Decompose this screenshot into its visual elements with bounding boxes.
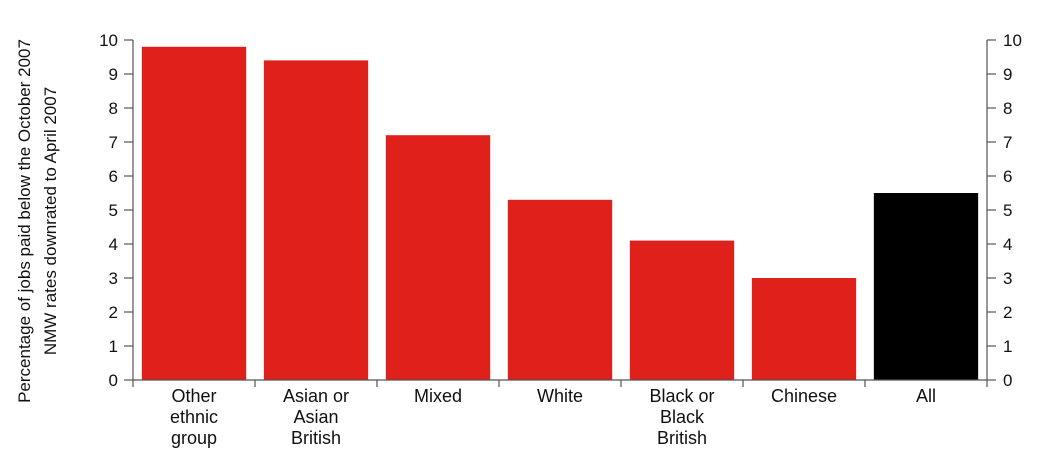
x-tick-label-line: Black — [660, 407, 705, 427]
bar — [873, 193, 979, 380]
y-axis-label: Percentage of jobs paid below the Octobe… — [15, 39, 60, 403]
bar — [629, 240, 735, 380]
bar — [141, 46, 247, 381]
right-tick-label: 1 — [1003, 337, 1012, 356]
x-tick-label: Other ethnic group — [170, 386, 218, 448]
bar — [385, 135, 491, 380]
right-tick-label: 0 — [1003, 371, 1012, 390]
x-tick-label-line: Black or — [649, 386, 714, 406]
x-tick-label-line: Asian — [293, 407, 338, 427]
left-tick-label: 8 — [109, 99, 118, 118]
x-tick-label: Black or Black British — [649, 386, 714, 448]
right-tick-label: 5 — [1003, 201, 1012, 220]
left-tick-label: 7 — [109, 133, 118, 152]
bar — [263, 60, 369, 381]
x-tick-label-line: White — [537, 386, 583, 406]
y-axis-title-line: Percentage of jobs paid below the Octobe… — [15, 39, 34, 403]
x-tick-label-line: Asian or — [283, 386, 349, 406]
left-tick-label: 9 — [109, 65, 118, 84]
x-tick-label: White — [537, 386, 583, 406]
x-tick-label-line: Other — [171, 386, 216, 406]
left-tick-label: 3 — [109, 269, 118, 288]
right-tick-label: 8 — [1003, 99, 1012, 118]
x-tick-label: Asian or Asian British — [283, 386, 349, 448]
x-tick-label: Chinese — [771, 386, 837, 406]
right-tick-label: 6 — [1003, 167, 1012, 186]
y-axis-title-line: NMW rates downrated to April 2007 — [41, 87, 60, 355]
left-tick-label: 1 — [109, 337, 118, 356]
x-tick-label: Mixed — [414, 386, 462, 406]
x-tick-label-line: Mixed — [414, 386, 462, 406]
right-tick-label: 9 — [1003, 65, 1012, 84]
right-y-axis: 0 1 2 3 4 5 6 7 8 9 10 — [986, 31, 1022, 390]
x-tick-label-line: All — [916, 386, 936, 406]
y-axis-title: Percentage of jobs paid below the Octobe… — [15, 39, 60, 403]
x-tick-label-line: ethnic — [170, 407, 218, 427]
left-tick-label: 0 — [109, 371, 118, 390]
left-y-axis: 0 1 2 3 4 5 6 7 8 9 10 — [99, 31, 134, 390]
left-tick-label: 2 — [109, 303, 118, 322]
right-tick-label: 2 — [1003, 303, 1012, 322]
bar — [751, 278, 857, 380]
left-tick-label: 6 — [109, 167, 118, 186]
x-tick-label-line: group — [171, 428, 217, 448]
bars — [141, 46, 979, 381]
right-tick-label: 3 — [1003, 269, 1012, 288]
right-tick-label: 4 — [1003, 235, 1012, 254]
x-tick-label-line: British — [291, 428, 341, 448]
right-tick-label: 10 — [1003, 31, 1022, 50]
left-tick-label: 4 — [109, 235, 118, 254]
x-tick-label-line: British — [657, 428, 707, 448]
bar — [507, 199, 613, 380]
left-tick-label: 5 — [109, 201, 118, 220]
x-tick-label: All — [916, 386, 936, 406]
right-tick-label: 7 — [1003, 133, 1012, 152]
x-tick-label-line: Chinese — [771, 386, 837, 406]
left-tick-label: 10 — [99, 31, 118, 50]
